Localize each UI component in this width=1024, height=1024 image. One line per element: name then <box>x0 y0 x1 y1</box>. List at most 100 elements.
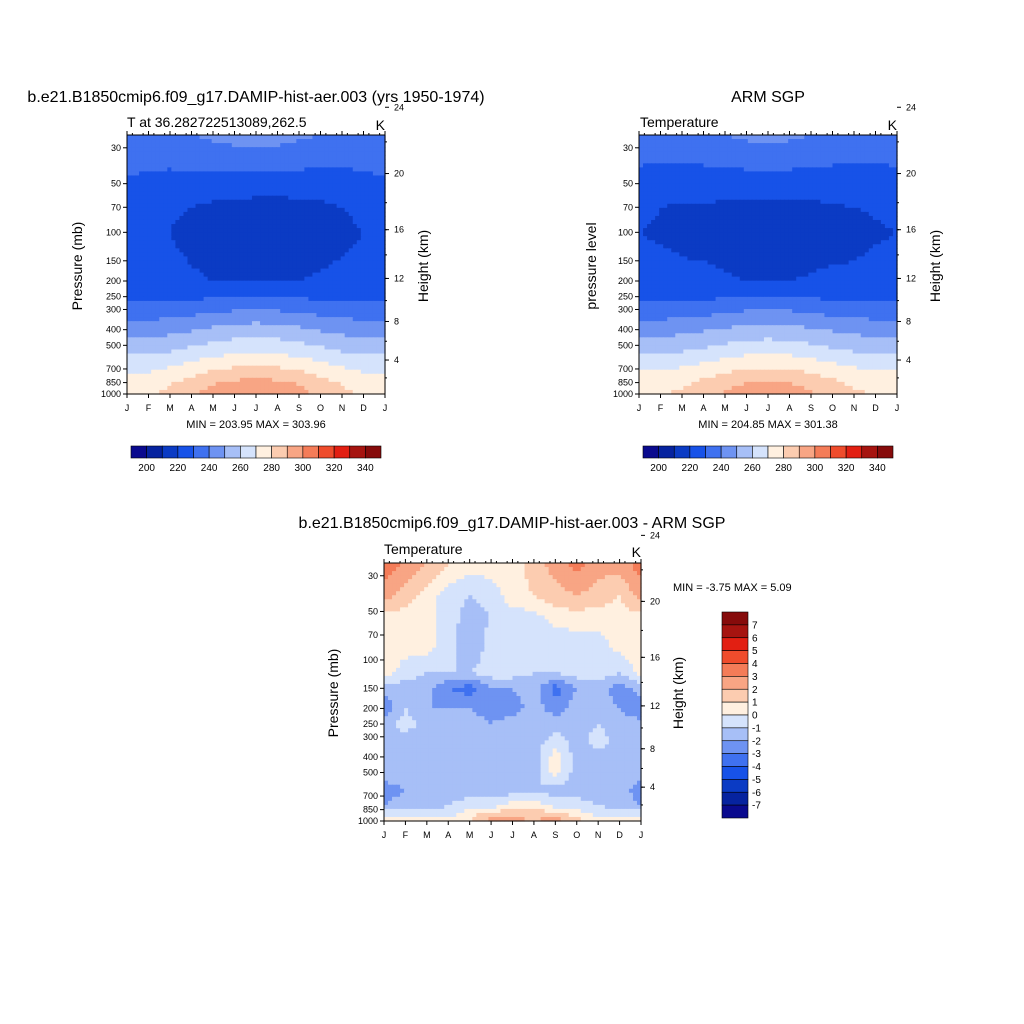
model-field-cell <box>336 385 342 391</box>
model-field-cell <box>175 219 181 225</box>
model-field-cell <box>344 240 350 245</box>
obs-field-cell <box>675 143 680 148</box>
model-field-cell <box>260 345 265 351</box>
obs-field-cell <box>852 143 858 148</box>
model-field-cell <box>304 317 310 322</box>
model-field-cell <box>300 377 305 383</box>
model-field-cell <box>195 317 201 322</box>
model-x-tick-label: A <box>274 403 280 413</box>
model-field-cell <box>356 288 362 294</box>
model-field-cell <box>348 151 354 156</box>
model-field-cell <box>251 369 257 375</box>
model-field-cell <box>171 147 176 152</box>
model-field-cell <box>280 215 285 221</box>
model-field-cell <box>320 195 326 201</box>
model-field-cell <box>163 369 168 375</box>
model-field-cell <box>284 357 289 363</box>
model-field-cell <box>135 199 140 205</box>
model-field-cell <box>139 349 144 355</box>
model-field-cell <box>332 333 338 338</box>
model-field-cell <box>284 300 289 306</box>
model-field-cell <box>167 284 172 290</box>
model-field-cell <box>276 317 281 322</box>
model-field-cell <box>163 272 168 278</box>
model-field-cell <box>163 211 168 217</box>
obs-field-cell <box>888 163 894 168</box>
model-field-cell <box>147 268 152 274</box>
model-field-cell <box>376 147 382 152</box>
model-field-cell <box>171 389 176 395</box>
model-field-cell <box>139 203 144 209</box>
model-field-cell <box>352 224 358 229</box>
model-field-cell <box>227 284 233 290</box>
model-field-cell <box>127 337 132 342</box>
model-field-cell <box>183 381 189 387</box>
obs-field-cell <box>788 139 793 144</box>
model-field-cell <box>320 349 326 355</box>
model-field-cell <box>151 345 156 351</box>
obs-field-cell <box>715 159 721 164</box>
model-field-cell <box>316 191 322 197</box>
model-field-cell <box>227 228 233 233</box>
model-field-cell <box>251 159 257 164</box>
model-field-cell <box>256 381 261 387</box>
model-field-cell <box>264 139 269 144</box>
obs-field-cell <box>723 175 729 181</box>
model-field-cell <box>380 300 386 306</box>
model-field-cell <box>260 309 265 314</box>
model-field-cell <box>187 300 193 306</box>
model-field-cell <box>223 179 229 185</box>
model-field-cell <box>143 268 148 274</box>
obs-field-cell <box>812 167 817 173</box>
model-field-cell <box>251 377 257 383</box>
model-field-cell <box>131 296 136 302</box>
model-field-cell <box>139 135 144 140</box>
model-field-cell <box>340 147 346 152</box>
model-field-cell <box>296 321 301 326</box>
model-field-cell <box>227 256 233 262</box>
obs-field-cell <box>768 155 773 160</box>
model-field-cell <box>300 175 305 181</box>
model-field-cell <box>304 167 310 173</box>
model-field-cell <box>139 224 144 229</box>
obs-field-cell <box>747 151 753 156</box>
model-field-cell <box>143 147 148 152</box>
obs-field-cell <box>731 167 737 173</box>
model-field-cell <box>264 215 269 221</box>
model-field-cell <box>260 203 265 209</box>
model-field-cell <box>215 365 221 371</box>
model-field-cell <box>167 256 172 262</box>
model-field-cell <box>320 211 326 217</box>
model-field-cell <box>264 389 269 395</box>
model-field-cell <box>380 365 386 371</box>
model-field-cell <box>348 304 354 310</box>
model-field-cell <box>352 167 358 173</box>
model-field-cell <box>143 264 148 270</box>
model-field-cell <box>300 349 305 355</box>
model-field-cell <box>211 309 217 314</box>
model-field-cell <box>328 369 334 375</box>
model-field-cell <box>272 365 277 371</box>
obs-field-cell <box>832 171 838 177</box>
diff-ylabel: Pressure (mb) <box>325 649 341 738</box>
model-field-cell <box>207 329 213 334</box>
model-field-cell <box>195 244 201 249</box>
model-field-cell <box>191 159 197 164</box>
model-field-cell <box>368 329 374 334</box>
model-field-cell <box>336 381 342 387</box>
model-field-cell <box>316 264 322 270</box>
model-field-cell <box>159 232 164 237</box>
obs-field-cell <box>852 175 858 181</box>
model-field-cell <box>243 329 249 334</box>
model-field-cell <box>127 191 132 197</box>
model-field-cell <box>300 183 305 189</box>
model-field-cell <box>203 272 209 278</box>
model-field-cell <box>372 381 378 387</box>
model-field-cell <box>163 349 168 355</box>
model-field-cell <box>268 232 273 237</box>
obs-field-cell <box>647 139 652 144</box>
model-field-cell <box>352 341 358 347</box>
model-field-cell <box>187 159 193 164</box>
model-field-cell <box>348 179 354 185</box>
model-field-cell <box>360 329 366 334</box>
